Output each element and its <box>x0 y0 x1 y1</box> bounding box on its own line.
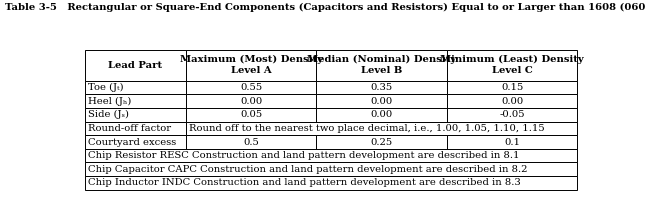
Text: 0.00: 0.00 <box>370 97 393 106</box>
Bar <box>447 94 578 108</box>
Text: Chip Capacitor CAPC Construction and land pattern development are described in 8: Chip Capacitor CAPC Construction and lan… <box>89 165 528 174</box>
Text: Minimum (Least) Density
Level C: Minimum (Least) Density Level C <box>441 55 584 75</box>
Bar <box>85 122 186 135</box>
Bar <box>317 135 447 149</box>
Text: Lead Part: Lead Part <box>108 61 162 70</box>
Text: Maximum (Most) Density
Level A: Maximum (Most) Density Level A <box>180 55 322 75</box>
Bar <box>85 50 186 81</box>
Bar <box>85 135 186 149</box>
Text: 0.15: 0.15 <box>501 83 523 92</box>
Text: 0.00: 0.00 <box>240 97 262 106</box>
Bar <box>447 108 578 122</box>
Bar <box>85 108 186 122</box>
Text: Round off to the nearest two place decimal, i.e., 1.00, 1.05, 1.10, 1.15: Round off to the nearest two place decim… <box>189 124 545 133</box>
Text: 0.00: 0.00 <box>370 110 393 119</box>
Bar <box>85 94 186 108</box>
Bar <box>447 81 578 94</box>
Text: 0.35: 0.35 <box>370 83 393 92</box>
Bar <box>186 94 317 108</box>
Bar <box>317 94 447 108</box>
Bar <box>85 149 578 162</box>
Bar <box>186 122 578 135</box>
Text: 0.05: 0.05 <box>240 110 262 119</box>
Text: -0.05: -0.05 <box>499 110 525 119</box>
Bar <box>85 176 578 190</box>
Text: Heel (Jₕ): Heel (Jₕ) <box>89 97 132 106</box>
Text: 0.1: 0.1 <box>504 138 520 147</box>
Text: 0.55: 0.55 <box>240 83 262 92</box>
Text: Chip Inductor INDC Construction and land pattern development are described in 8.: Chip Inductor INDC Construction and land… <box>89 178 521 187</box>
Text: Chip Resistor RESC Construction and land pattern development are described in 8.: Chip Resistor RESC Construction and land… <box>89 151 520 160</box>
Bar <box>85 162 578 176</box>
Text: Toe (Jₜ): Toe (Jₜ) <box>89 83 124 92</box>
Text: Round-off factor: Round-off factor <box>89 124 171 133</box>
Text: 0.00: 0.00 <box>501 97 523 106</box>
Bar <box>186 50 317 81</box>
Bar <box>186 135 317 149</box>
Text: 0.5: 0.5 <box>243 138 259 147</box>
Bar <box>186 108 317 122</box>
Bar <box>447 50 578 81</box>
Text: Table 3-5   Rectangular or Square-End Components (Capacitors and Resistors) Equa: Table 3-5 Rectangular or Square-End Comp… <box>5 3 646 12</box>
Text: Side (Jₛ): Side (Jₛ) <box>89 110 129 119</box>
Bar <box>85 81 186 94</box>
Text: Courtyard excess: Courtyard excess <box>89 138 176 147</box>
Bar <box>317 108 447 122</box>
Text: Median (Nominal) Density
Level B: Median (Nominal) Density Level B <box>307 55 456 75</box>
Text: 0.25: 0.25 <box>370 138 393 147</box>
Bar <box>317 81 447 94</box>
Bar <box>447 135 578 149</box>
Bar <box>186 81 317 94</box>
Bar <box>317 50 447 81</box>
